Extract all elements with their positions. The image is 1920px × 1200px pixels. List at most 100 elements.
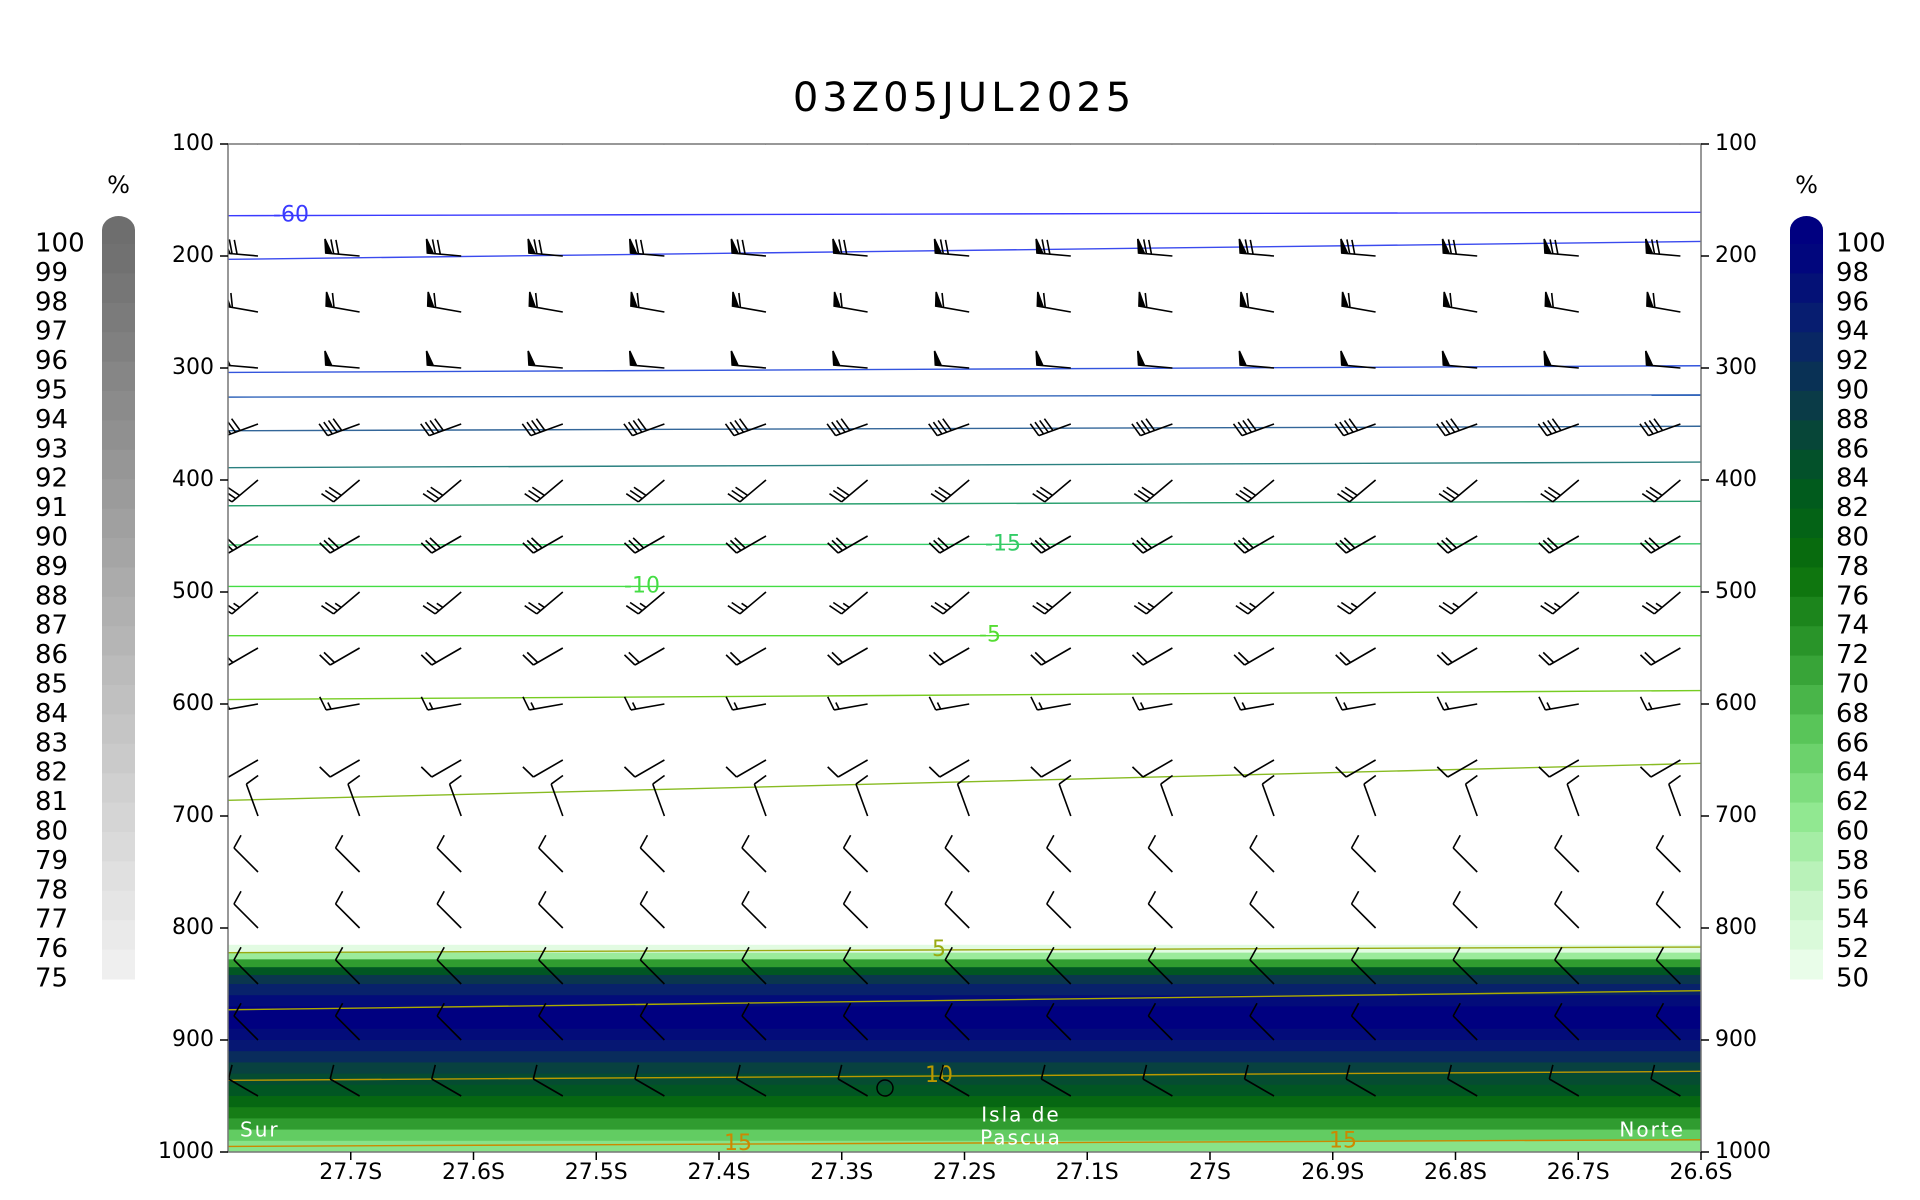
- wind-barb: [1335, 696, 1376, 711]
- rh-band: [228, 984, 1701, 996]
- wind-barb: [639, 890, 665, 929]
- wind-barb: [1138, 291, 1173, 313]
- wind-barb: [1337, 591, 1377, 615]
- y2-tick-label: 400: [1715, 467, 1757, 492]
- wind-barb: [319, 759, 360, 778]
- wind-barb: [324, 350, 360, 369]
- colorbar-swatch: [102, 743, 135, 774]
- colorbar-label: 94: [35, 405, 68, 435]
- wind-barb: [1641, 479, 1681, 503]
- colorbar-label: 68: [1836, 699, 1869, 729]
- wind-barb: [538, 834, 564, 873]
- x-tick-label: 27S: [1189, 1160, 1231, 1185]
- wind-barb: [928, 759, 970, 778]
- wind-barb: [1644, 238, 1681, 257]
- wind-barb: [228, 1064, 259, 1097]
- wind-barb: [741, 946, 767, 985]
- wind-barb: [1537, 418, 1580, 437]
- wind-barb: [426, 291, 462, 313]
- colorbar-label: 84: [1836, 464, 1869, 494]
- colorbar-label: 62: [1836, 787, 1869, 817]
- wind-barb: [1142, 1064, 1173, 1097]
- wind-barb: [725, 696, 767, 711]
- wind-barb: [1147, 834, 1173, 873]
- colorbar-label: 75: [35, 964, 68, 994]
- wind-barb: [1238, 350, 1275, 369]
- colorbar-cap: [1790, 216, 1823, 244]
- colorbar-label: 77: [35, 905, 68, 935]
- wind-barb: [827, 696, 868, 711]
- wind-barb: [933, 350, 970, 369]
- wind-barb: [1655, 890, 1681, 929]
- wind-barb: [1442, 291, 1478, 313]
- wind-barb: [826, 418, 868, 437]
- wind-barb: [448, 774, 462, 817]
- wind-barb: [1452, 946, 1478, 985]
- wind-barb: [1239, 291, 1275, 313]
- wind-barb: [1136, 238, 1173, 257]
- wind-barb: [1243, 1064, 1275, 1097]
- rh-band: [228, 1084, 1701, 1097]
- wind-barb: [1030, 696, 1071, 711]
- wind-barb: [532, 1064, 564, 1097]
- wind-barb: [730, 350, 767, 369]
- wind-barb: [1436, 696, 1478, 711]
- wind-barb: [1464, 774, 1478, 817]
- wind-barb: [1350, 946, 1377, 985]
- colorbar-swatch: [1790, 890, 1823, 921]
- wind-barb: [318, 418, 360, 437]
- wind-barb: [1441, 350, 1478, 369]
- colorbar-swatch: [1790, 832, 1823, 862]
- colorbar-swatch: [102, 655, 135, 686]
- x-tick-label: 27.7S: [319, 1160, 382, 1185]
- wind-barb: [1650, 1064, 1681, 1097]
- wind-barb: [741, 890, 767, 929]
- wind-barb: [1235, 591, 1275, 615]
- wind-barb: [832, 238, 868, 257]
- wind-barb: [1035, 238, 1071, 257]
- wind-barb: [625, 591, 665, 615]
- wind-barb: [1068, 144, 1071, 145]
- colorbar-swatch: [1790, 479, 1823, 510]
- wind-barb: [422, 591, 462, 615]
- wind-barb: [1540, 479, 1580, 503]
- wind-barb: [1436, 535, 1478, 554]
- wind-barb: [1566, 774, 1580, 817]
- wind-barb: [1337, 479, 1377, 503]
- wind-barb: [1446, 1064, 1478, 1097]
- wind-barb: [319, 535, 360, 554]
- wind-barb: [420, 696, 462, 711]
- wind-barb: [1030, 647, 1072, 666]
- rh-band: [228, 967, 1701, 976]
- wind-barb: [1639, 535, 1681, 554]
- colorbar-swatch: [1790, 655, 1823, 686]
- wind-barb: [357, 144, 360, 145]
- rh-band: [228, 1051, 1701, 1063]
- wind-barb: [524, 479, 564, 503]
- wind-barb: [425, 350, 462, 369]
- wind-barb: [325, 291, 360, 313]
- wind-barb: [1668, 774, 1682, 817]
- wind-barb: [1452, 1002, 1478, 1041]
- rh-band: [228, 995, 1701, 1007]
- colorbar-label: 90: [1836, 376, 1869, 406]
- colorbar-swatch: [1790, 420, 1823, 451]
- wind-barb: [228, 591, 259, 615]
- rh-band: [228, 1140, 1701, 1152]
- chart-title: 03Z05JUL2025: [793, 75, 1135, 121]
- wind-barb: [233, 834, 259, 873]
- colorbar-label: 91: [35, 493, 68, 523]
- wind-barb: [928, 535, 970, 554]
- wind-barb: [623, 759, 665, 778]
- colorbar-label: 74: [1836, 611, 1869, 641]
- colorbar-label: 88: [1836, 405, 1869, 435]
- wind-barb: [1350, 1002, 1377, 1041]
- wind-barb: [1554, 834, 1580, 873]
- colorbar-label: 87: [35, 611, 68, 641]
- wind-barb: [1655, 834, 1681, 873]
- colorbar-swatch: [102, 890, 135, 921]
- wind-barb: [741, 834, 767, 873]
- x-tick-label: 27.3S: [810, 1160, 873, 1185]
- wind-barb: [538, 890, 564, 929]
- wind-barb: [842, 1002, 869, 1041]
